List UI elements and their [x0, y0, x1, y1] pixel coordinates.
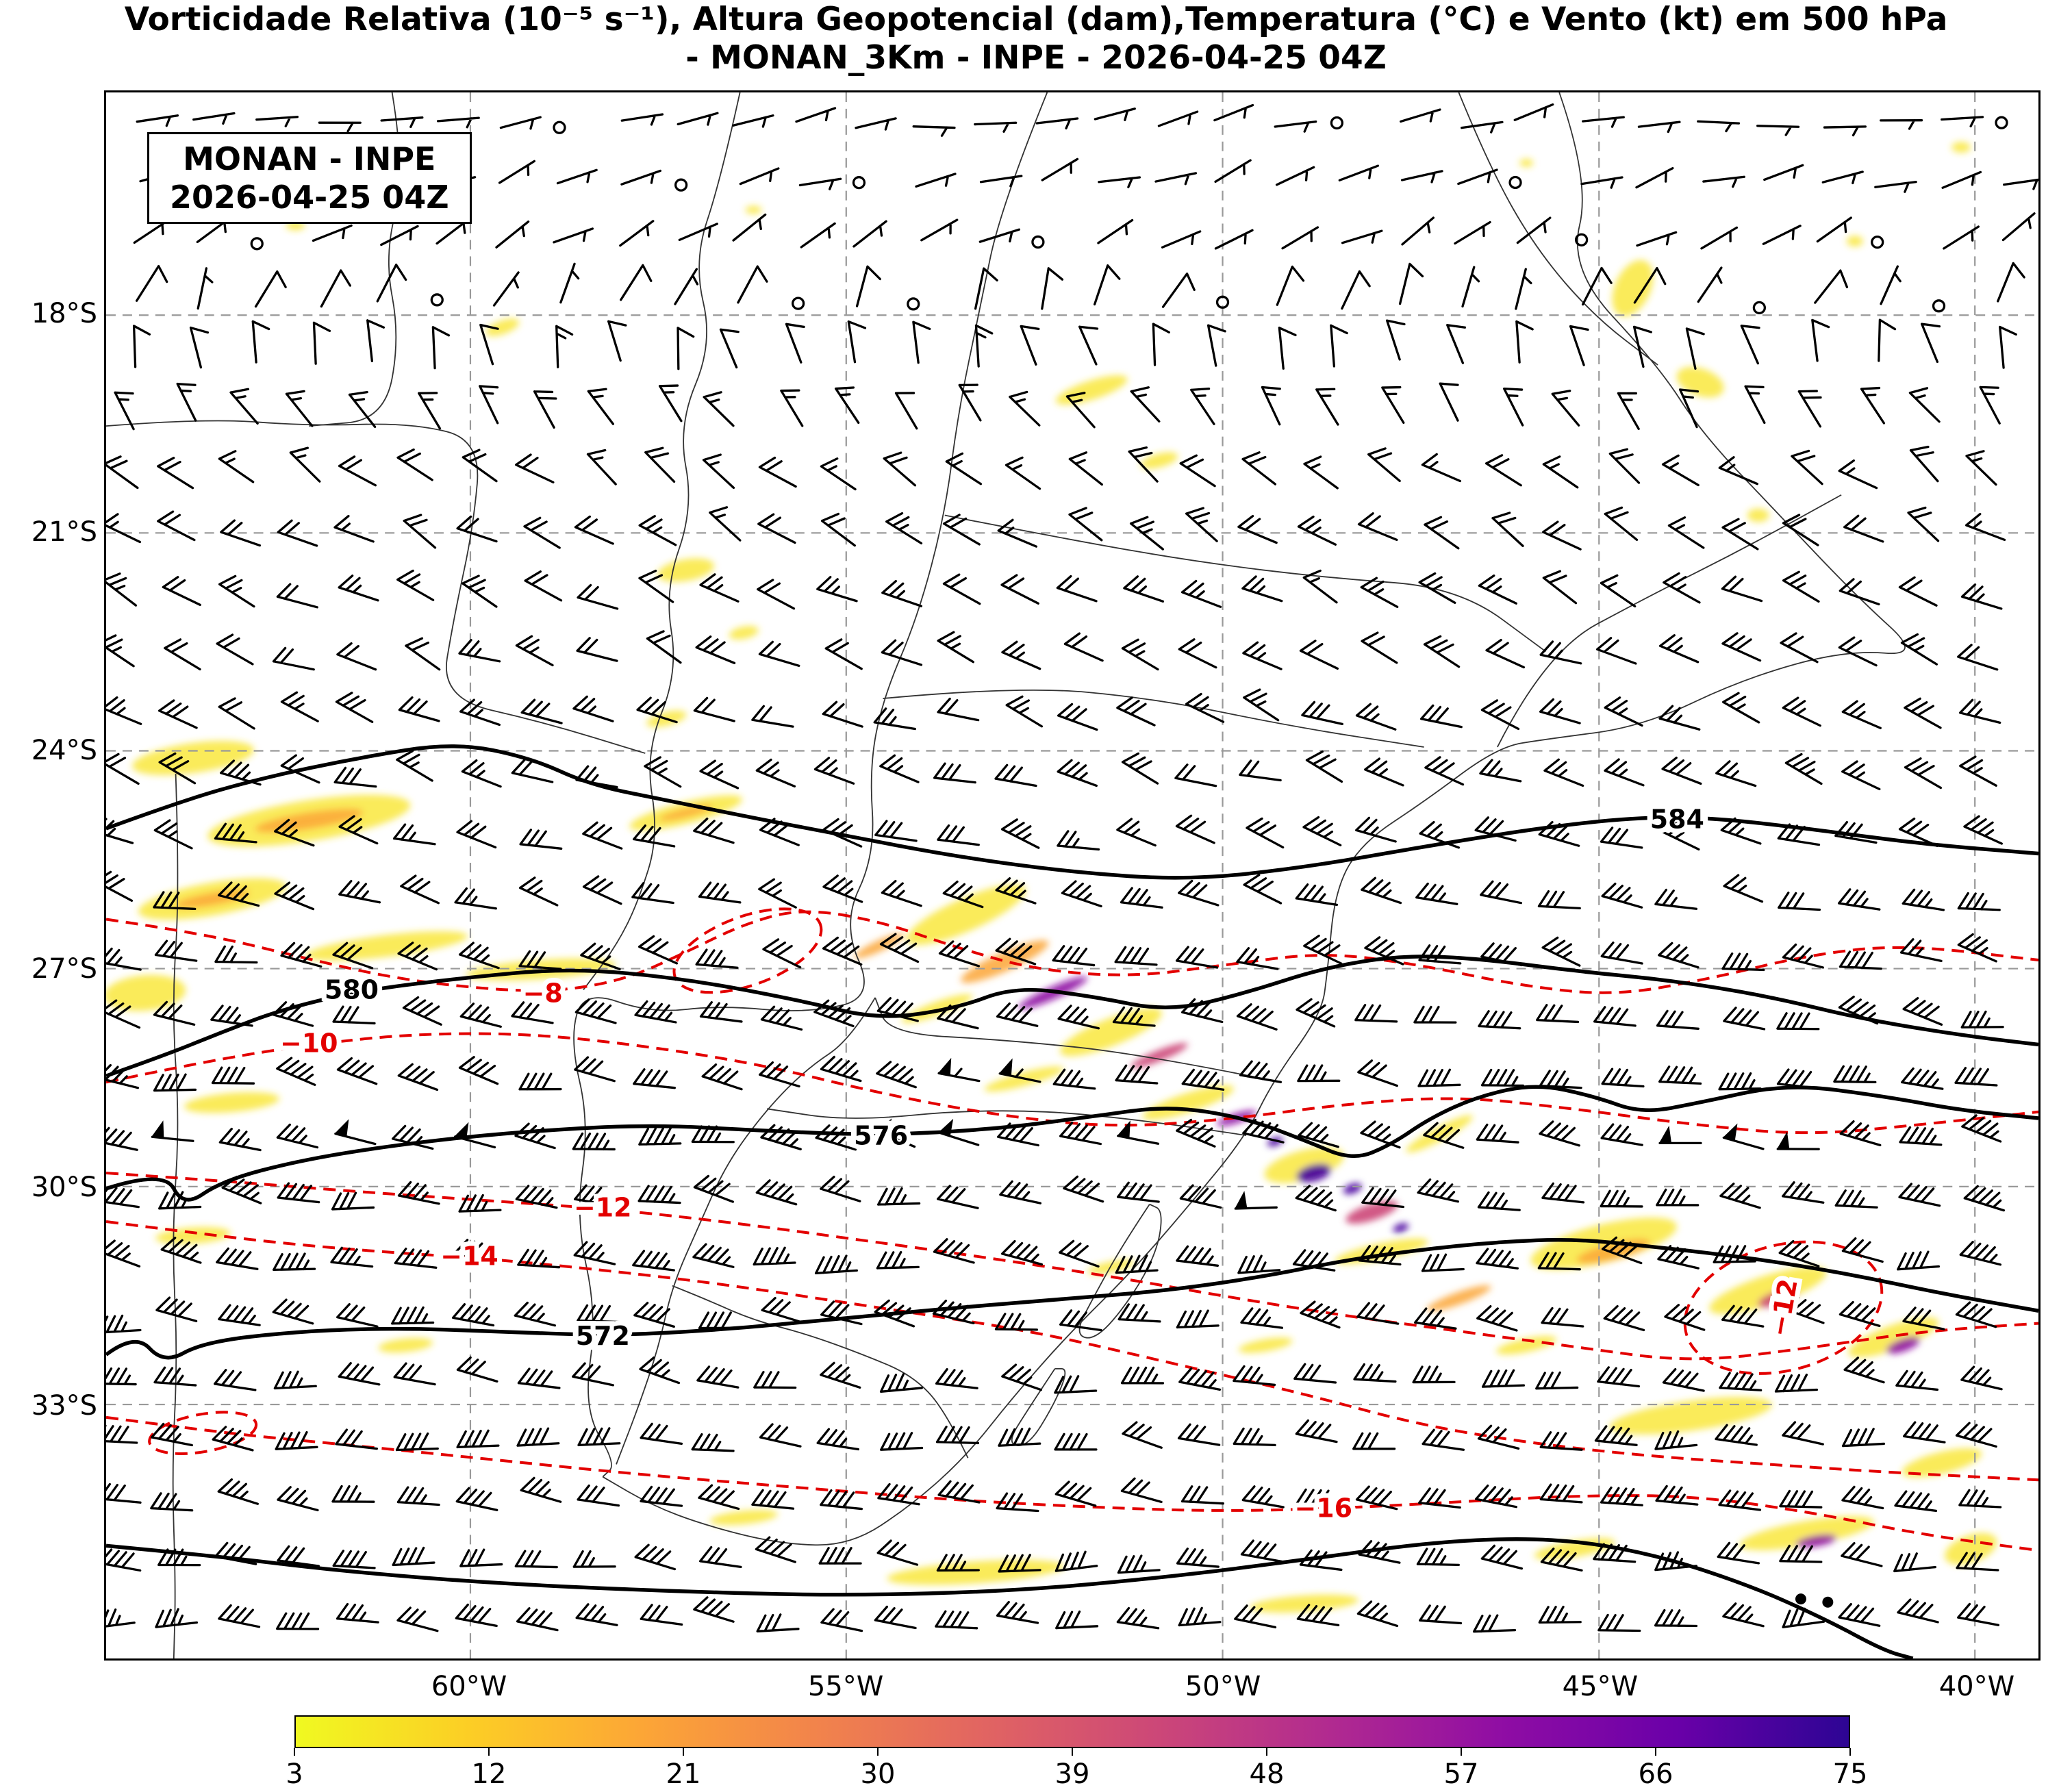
- colorbar-tick-label: 66: [1638, 1758, 1673, 1790]
- geopotential-contours: [106, 744, 2038, 1658]
- colorbar-tick-mark: [1461, 1748, 1462, 1756]
- temperature-contour-label: −14: [440, 1241, 498, 1272]
- x-tick-label: 60°W: [431, 1671, 507, 1702]
- colorbar-tick-label: 3: [286, 1758, 303, 1790]
- colorbar-tick-label: 12: [471, 1758, 507, 1790]
- colorbar-tick-label: 48: [1249, 1758, 1285, 1790]
- temperature-contour-label: −16: [1295, 1493, 1353, 1524]
- wind-barbs: [106, 103, 2038, 1633]
- map-plot-area: 584 580 576 572 −8 −10 −12 −14 −16 −12 MONAN - IN…: [104, 90, 2041, 1661]
- chart-subtitle: - MONAN_3Km - INPE - 2026-04-25 04Z: [685, 39, 1387, 77]
- colorbar-tick-mark: [294, 1748, 295, 1756]
- stamp-valid-time: 2026-04-25 04Z: [170, 179, 449, 216]
- colorbar: [294, 1715, 1850, 1748]
- model-stamp: MONAN - INPE 2026-04-25 04Z: [147, 132, 472, 225]
- colorbar-tick-mark: [1655, 1748, 1656, 1756]
- temperature-contours: [106, 907, 2038, 1552]
- colorbar-tick-label: 30: [860, 1758, 896, 1790]
- y-tick-label: 27°S: [31, 952, 97, 985]
- x-tick-label: 40°W: [1938, 1671, 2015, 1702]
- chart-title: Vorticidade Relativa (10⁻⁵ s⁻¹), Altura …: [124, 1, 1948, 38]
- height-contour-label: 584: [1650, 804, 1704, 834]
- temperature-contour-label: −10: [280, 1028, 338, 1059]
- x-tick-label: 45°W: [1562, 1671, 1639, 1702]
- y-tick-label: 18°S: [31, 298, 97, 330]
- lat-lon-gridlines: [106, 92, 2038, 1658]
- y-tick-label: 21°S: [31, 516, 97, 548]
- colorbar-tick-mark: [488, 1748, 490, 1756]
- stamp-model-name: MONAN - INPE: [183, 140, 436, 177]
- colorbar-tick-label: 39: [1054, 1758, 1090, 1790]
- station-markers: [1795, 1593, 1834, 1608]
- colorbar-tick-mark: [1849, 1748, 1851, 1756]
- vorticity-shading: [106, 142, 1997, 1613]
- y-tick-label: 24°S: [31, 734, 97, 766]
- colorbar-tick-label: 75: [1832, 1758, 1868, 1790]
- height-contour-label: 572: [576, 1321, 630, 1351]
- height-contour-label: 580: [325, 975, 379, 1005]
- y-tick-label: 33°S: [31, 1390, 97, 1422]
- height-contour-label: 576: [854, 1120, 908, 1150]
- x-tick-label: 55°W: [807, 1671, 884, 1702]
- temperature-contour-label: −8: [523, 978, 563, 1008]
- x-tick-label: 50°W: [1185, 1671, 1261, 1702]
- colorbar-tick-label: 21: [666, 1758, 701, 1790]
- colorbar-tick-mark: [877, 1748, 879, 1756]
- colorbar-tick-label: 57: [1443, 1758, 1479, 1790]
- colorbar-tick-mark: [1266, 1748, 1267, 1756]
- colorbar-tick-mark: [683, 1748, 684, 1756]
- colorbar-tick-mark: [1072, 1748, 1073, 1756]
- y-tick-label: 30°S: [31, 1172, 97, 1204]
- temperature-contour-label: −12: [574, 1193, 632, 1223]
